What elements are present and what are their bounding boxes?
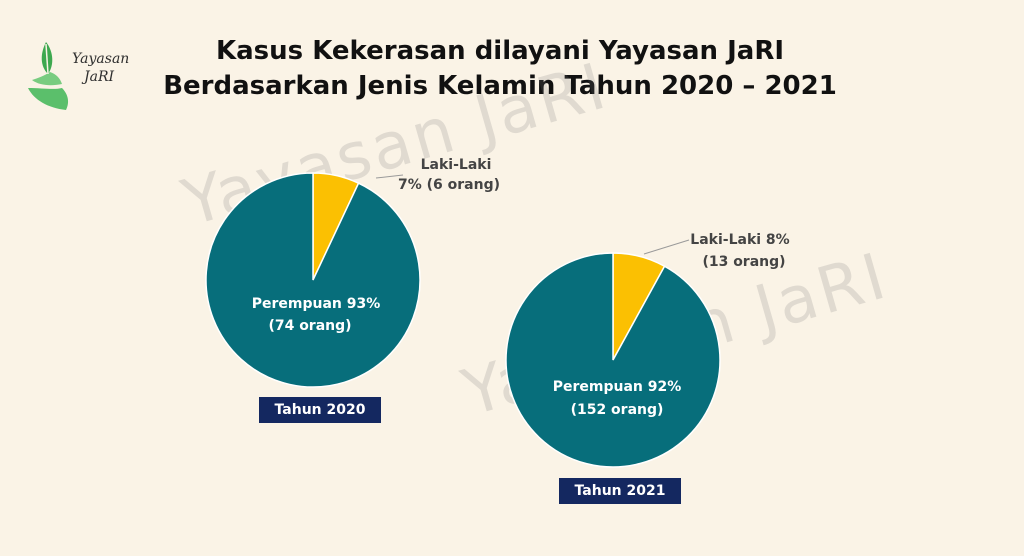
- chart-title: Kasus Kekerasan dilayani Yayasan JaRI Be…: [140, 34, 860, 104]
- logo-text-line2: JaRI: [84, 69, 115, 85]
- pie-slice-perempuan-0: [205, 172, 421, 388]
- data-label-laki-laki-1-0: Laki-Laki 8%: [690, 232, 789, 248]
- data-label-perempuan-0-0: Perempuan 93%: [252, 296, 381, 312]
- chart-title-line2: Berdasarkan Jenis Kelamin Tahun 2020 – 2…: [163, 71, 837, 101]
- year-badge-2020: Tahun 2020: [259, 397, 381, 423]
- pie-slice-perempuan-1: [505, 252, 721, 468]
- chart-title-line1: Kasus Kekerasan dilayani Yayasan JaRI: [215, 36, 785, 66]
- data-label-laki-laki-1-1: (13 orang): [702, 254, 785, 270]
- data-label-perempuan-1-1: (152 orang): [571, 402, 664, 418]
- data-label-laki-laki-0-0: Laki-Laki: [421, 157, 492, 173]
- data-label-perempuan-1-0: Perempuan 92%: [553, 379, 682, 395]
- year-badge-2021: Tahun 2021: [559, 478, 681, 504]
- leader-line-laki-laki-1: [643, 239, 690, 255]
- data-label-perempuan-0-1: (74 orang): [268, 318, 351, 334]
- logo-text-line1: Yayasan: [72, 51, 130, 67]
- logo: Yayasan JaRI: [22, 30, 152, 115]
- data-label-laki-laki-0-1: 7% (6 orang): [398, 177, 500, 193]
- leader-line-laki-laki-0: [375, 174, 404, 179]
- hand-leaf-icon: [28, 42, 69, 110]
